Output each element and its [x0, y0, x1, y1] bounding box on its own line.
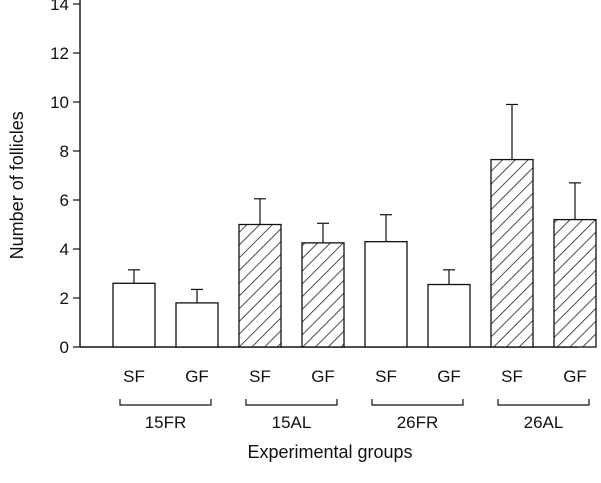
bar	[112, 282, 156, 348]
group-label: 15FR	[145, 413, 187, 432]
x-axis-title: Experimental groups	[247, 442, 412, 462]
bar	[238, 223, 282, 348]
category-label: GF	[563, 367, 587, 386]
bar	[427, 283, 471, 348]
y-tick-label: 2	[60, 289, 69, 308]
group-label: 26AL	[524, 413, 564, 432]
group-bracket	[371, 399, 464, 406]
bar	[490, 158, 534, 348]
bar	[553, 218, 597, 348]
bar	[175, 302, 219, 348]
y-tick-label: 0	[60, 338, 69, 357]
group-bracket	[245, 399, 338, 406]
category-label: SF	[501, 367, 523, 386]
labels: SF GF SF GF SF GF SF GF 15FR 15AL 26FR 26AL	[119, 367, 590, 432]
category-label: SF	[123, 367, 145, 386]
bar	[301, 242, 345, 348]
group-label: 15AL	[272, 413, 312, 432]
y-axis-title: Number of follicles	[7, 111, 27, 259]
group-bracket	[497, 399, 590, 406]
group-label: 26FR	[397, 413, 439, 432]
y-tick-label: 14	[50, 0, 69, 14]
bar	[364, 240, 408, 348]
category-label: SF	[249, 367, 271, 386]
bars	[112, 103, 597, 348]
y-tick-label: 12	[50, 44, 69, 63]
y-tick-label: 4	[60, 240, 69, 259]
y-tick-label: 8	[60, 142, 69, 161]
axes: 0 2 4 6 8 10 12 14	[50, 0, 578, 357]
category-label: GF	[311, 367, 335, 386]
group-bracket	[119, 399, 212, 406]
category-label: GF	[437, 367, 461, 386]
category-label: SF	[375, 367, 397, 386]
y-tick-label: 6	[60, 191, 69, 210]
y-tick-label: 10	[50, 93, 69, 112]
category-label: GF	[185, 367, 209, 386]
